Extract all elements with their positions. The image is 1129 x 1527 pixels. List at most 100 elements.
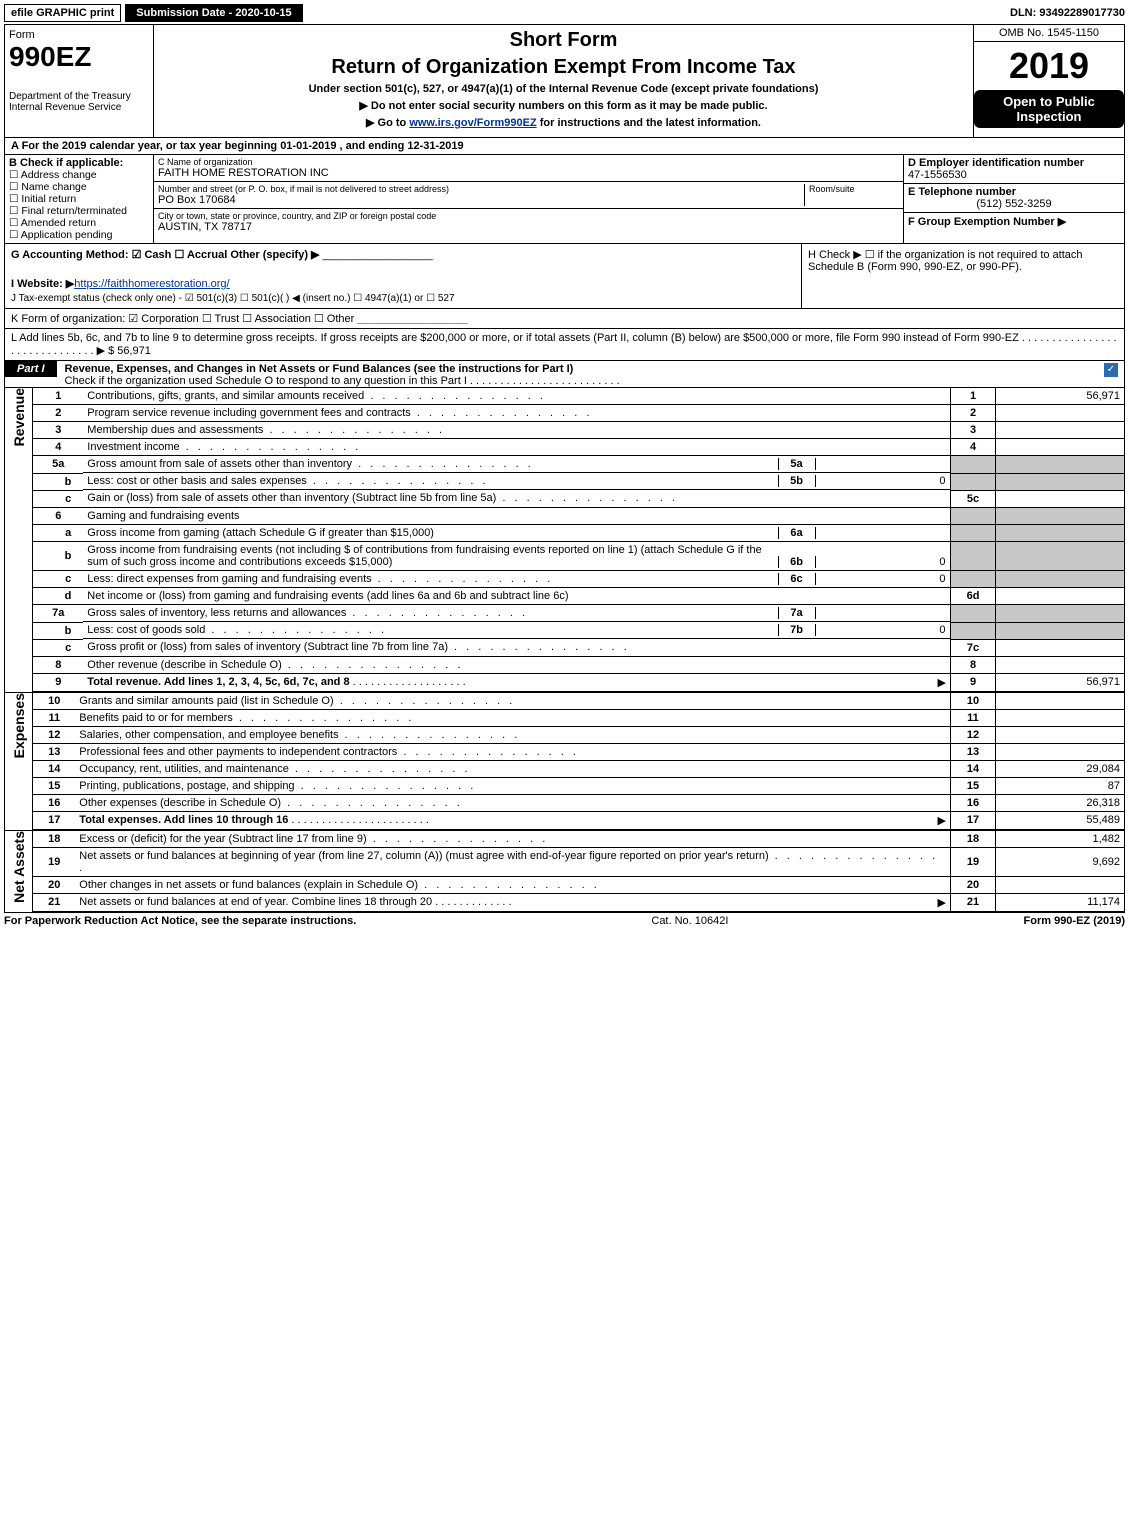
line-17: 17Total expenses. Add lines 10 through 1…: [33, 811, 1124, 829]
line-20: 20Other changes in net assets or fund ba…: [33, 876, 1124, 893]
section-c: C Name of organization FAITH HOME RESTOR…: [154, 155, 903, 243]
section-b: B Check if applicable: ☐ Address change …: [5, 155, 154, 243]
revenue-table: 1Contributions, gifts, grants, and simil…: [33, 388, 1124, 692]
g-accounting: G Accounting Method: ☑ Cash ☐ Accrual Ot…: [11, 249, 320, 261]
tax-year: 2019: [974, 42, 1124, 90]
line-9: 9Total revenue. Add lines 1, 2, 3, 4, 5c…: [33, 673, 1124, 691]
f-group-label: F Group Exemption Number ▶: [908, 215, 1120, 228]
form-code: 990EZ: [9, 41, 149, 73]
line-5a: 5aGross amount from sale of assets other…: [33, 456, 1124, 474]
info-row: B Check if applicable: ☐ Address change …: [5, 155, 1124, 244]
line-10: 10Grants and similar amounts paid (list …: [33, 693, 1124, 710]
j-tax-exempt: J Tax-exempt status (check only one) - ☑…: [11, 293, 795, 304]
line-11: 11Benefits paid to or for members11: [33, 709, 1124, 726]
h-schedule-b: H Check ▶ ☐ if the organization is not r…: [801, 244, 1124, 308]
i-website-label: I Website: ▶: [11, 278, 74, 290]
line-1: 1Contributions, gifts, grants, and simil…: [33, 388, 1124, 405]
line-2: 2Program service revenue including gover…: [33, 405, 1124, 422]
title-return: Return of Organization Exempt From Incom…: [158, 56, 969, 79]
part1-title: Revenue, Expenses, and Changes in Net As…: [65, 363, 574, 375]
dept-text: Department of the Treasury Internal Reve…: [9, 91, 149, 113]
top-bar: efile GRAPHIC print Submission Date - 20…: [4, 4, 1125, 22]
cb-initial-return[interactable]: ☐ Initial return: [9, 193, 149, 205]
line-13: 13Professional fees and other payments t…: [33, 743, 1124, 760]
header-left: Form 990EZ Department of the Treasury In…: [5, 25, 154, 137]
expenses-section: Expenses 10Grants and similar amounts pa…: [5, 692, 1124, 830]
efile-print-button[interactable]: efile GRAPHIC print: [4, 4, 121, 22]
cat-no: Cat. No. 10642I: [651, 915, 728, 927]
part1-check-text: Check if the organization used Schedule …: [65, 375, 620, 387]
room-suite-label: Room/suite: [809, 184, 899, 194]
ein-value: 47-1556530: [908, 169, 1120, 181]
netassets-section: Net Assets 18Excess or (deficit) for the…: [5, 830, 1124, 912]
part1-label: Part I: [5, 361, 57, 377]
schedule-o-checkbox[interactable]: ✓: [1104, 363, 1118, 377]
form-container: Form 990EZ Department of the Treasury In…: [4, 24, 1125, 913]
cb-address-change[interactable]: ☐ Address change: [9, 169, 149, 181]
section-a: A For the 2019 calendar year, or tax yea…: [5, 138, 1124, 155]
omb-number: OMB No. 1545-1150: [974, 25, 1124, 42]
line-8: 8Other revenue (describe in Schedule O)8: [33, 656, 1124, 673]
line-6: 6Gaming and fundraising events: [33, 507, 1124, 524]
org-city: AUSTIN, TX 78717: [158, 221, 899, 233]
section-def: D Employer identification number 47-1556…: [903, 155, 1124, 243]
header-center: Short Form Return of Organization Exempt…: [154, 25, 973, 137]
line-6c: cLess: direct expenses from gaming and f…: [33, 571, 1124, 588]
k-row: K Form of organization: ☑ Corporation ☐ …: [5, 309, 1124, 329]
line-7a: 7aGross sales of inventory, less returns…: [33, 605, 1124, 623]
line-15: 15Printing, publications, postage, and s…: [33, 777, 1124, 794]
form-id: Form 990-EZ (2019): [1024, 915, 1125, 927]
line-6a: aGross income from gaming (attach Schedu…: [33, 524, 1124, 542]
netassets-table: 18Excess or (deficit) for the year (Subt…: [33, 831, 1124, 912]
line-21: 21Net assets or fund balances at end of …: [33, 893, 1124, 911]
line-5b: bLess: cost or other basis and sales exp…: [33, 473, 1124, 490]
form-word: Form: [9, 29, 149, 41]
gh-left: G Accounting Method: ☑ Cash ☐ Accrual Ot…: [5, 244, 801, 308]
revenue-section: Revenue 1Contributions, gifts, grants, a…: [5, 388, 1124, 692]
title-short-form: Short Form: [158, 29, 969, 52]
cb-name-change[interactable]: ☐ Name change: [9, 181, 149, 193]
subtitle-1: Under section 501(c), 527, or 4947(a)(1)…: [158, 83, 969, 95]
line-3: 3Membership dues and assessments3: [33, 422, 1124, 439]
line-14: 14Occupancy, rent, utilities, and mainte…: [33, 760, 1124, 777]
cb-final-return[interactable]: ☐ Final return/terminated: [9, 205, 149, 217]
submission-date-button[interactable]: Submission Date - 2020-10-15: [125, 4, 302, 22]
line-19: 19Net assets or fund balances at beginni…: [33, 847, 1124, 876]
line-4: 4Investment income4: [33, 439, 1124, 456]
footer: For Paperwork Reduction Act Notice, see …: [4, 913, 1125, 927]
website-link[interactable]: https://faithhomerestoration.org/: [74, 278, 229, 290]
line-5c: cGain or (loss) from sale of assets othe…: [33, 490, 1124, 507]
phone-value: (512) 552-3259: [908, 198, 1120, 210]
side-revenue: Revenue: [5, 388, 33, 692]
line-16: 16Other expenses (describe in Schedule O…: [33, 794, 1124, 811]
header-block: Form 990EZ Department of the Treasury In…: [5, 25, 1124, 138]
side-expenses: Expenses: [5, 693, 33, 830]
subtitle-2: ▶ Do not enter social security numbers o…: [158, 99, 969, 112]
l-row: L Add lines 5b, 6c, and 7b to line 9 to …: [5, 329, 1124, 361]
e-phone-label: E Telephone number: [908, 186, 1120, 198]
org-address: PO Box 170684: [158, 194, 804, 206]
org-name: FAITH HOME RESTORATION INC: [158, 167, 899, 179]
expenses-table: 10Grants and similar amounts paid (list …: [33, 693, 1124, 830]
gh-block: G Accounting Method: ☑ Cash ☐ Accrual Ot…: [5, 244, 1124, 309]
subtitle-3: ▶ Go to www.irs.gov/Form990EZ for instru…: [158, 116, 969, 129]
cb-app-pending[interactable]: ☐ Application pending: [9, 229, 149, 241]
c-name-label: C Name of organization: [158, 157, 899, 167]
d-ein-label: D Employer identification number: [908, 157, 1120, 169]
header-right: OMB No. 1545-1150 2019 Open to Public In…: [973, 25, 1124, 137]
cb-amended-return[interactable]: ☐ Amended return: [9, 217, 149, 229]
line-6d: dNet income or (loss) from gaming and fu…: [33, 588, 1124, 605]
irs-link[interactable]: www.irs.gov/Form990EZ: [409, 117, 536, 129]
side-netassets: Net Assets: [5, 831, 33, 912]
dln-text: DLN: 93492289017730: [1010, 7, 1125, 19]
c-addr-label: Number and street (or P. O. box, if mail…: [158, 184, 804, 194]
paperwork-notice: For Paperwork Reduction Act Notice, see …: [4, 915, 356, 927]
line-6b: bGross income from fundraising events (n…: [33, 542, 1124, 571]
line-7b: bLess: cost of goods sold7b0: [33, 622, 1124, 639]
part1-header: Part I Revenue, Expenses, and Changes in…: [5, 361, 1124, 388]
line-18: 18Excess or (deficit) for the year (Subt…: [33, 831, 1124, 848]
c-city-label: City or town, state or province, country…: [158, 211, 899, 221]
line-12: 12Salaries, other compensation, and empl…: [33, 726, 1124, 743]
line-7c: cGross profit or (loss) from sales of in…: [33, 639, 1124, 656]
b-label: B Check if applicable:: [9, 157, 149, 169]
